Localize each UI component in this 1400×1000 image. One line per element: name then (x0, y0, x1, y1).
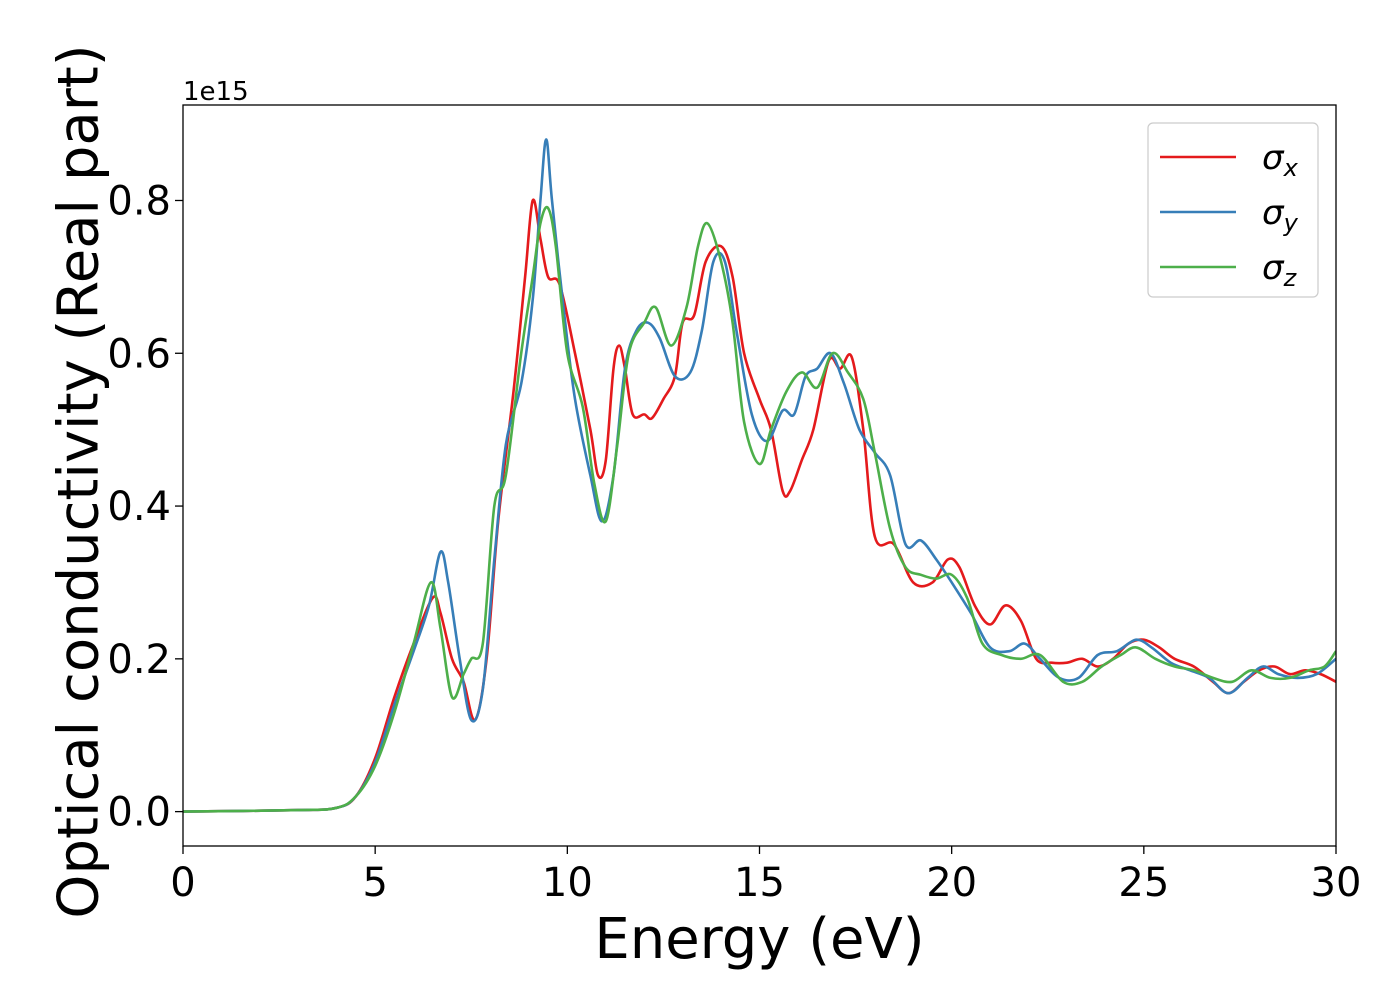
series-line-z (183, 205, 1336, 813)
y-tick-label: 0.2 (107, 637, 171, 683)
series-lines (183, 138, 1336, 813)
x-tick-label: 15 (734, 860, 785, 906)
x-axis-ticks: 0 5 10 15 20 25 30 (170, 846, 1361, 906)
series-line-y (183, 138, 1336, 813)
x-tick-label: 30 (1311, 860, 1362, 906)
x-tick-label: 0 (170, 860, 195, 906)
y-tick-label: 0.0 (107, 790, 171, 836)
legend-box (1147, 122, 1319, 298)
y-tick-label: 0.8 (107, 178, 171, 224)
x-tick-label: 10 (542, 860, 593, 906)
x-tick-label: 20 (926, 860, 977, 906)
y-tick-label: 0.6 (107, 331, 171, 377)
y-axis-ticks: 0.0 0.2 0.4 0.6 0.8 (107, 178, 183, 836)
legend-entry-z: σz (1262, 248, 1298, 292)
x-tick-label: 25 (1118, 860, 1169, 906)
legend-entry-x: σx (1262, 138, 1299, 182)
x-axis-title: Energy (eV) (594, 907, 924, 972)
legend-entry-y: σy (1262, 193, 1299, 237)
y-offset-label: 1e15 (183, 77, 249, 107)
y-axis-title: Optical conductivity (Real part) (47, 44, 112, 918)
legend: σx σy σz (1147, 122, 1319, 298)
y-tick-label: 0.4 (107, 484, 171, 530)
x-tick-label: 5 (362, 860, 387, 906)
